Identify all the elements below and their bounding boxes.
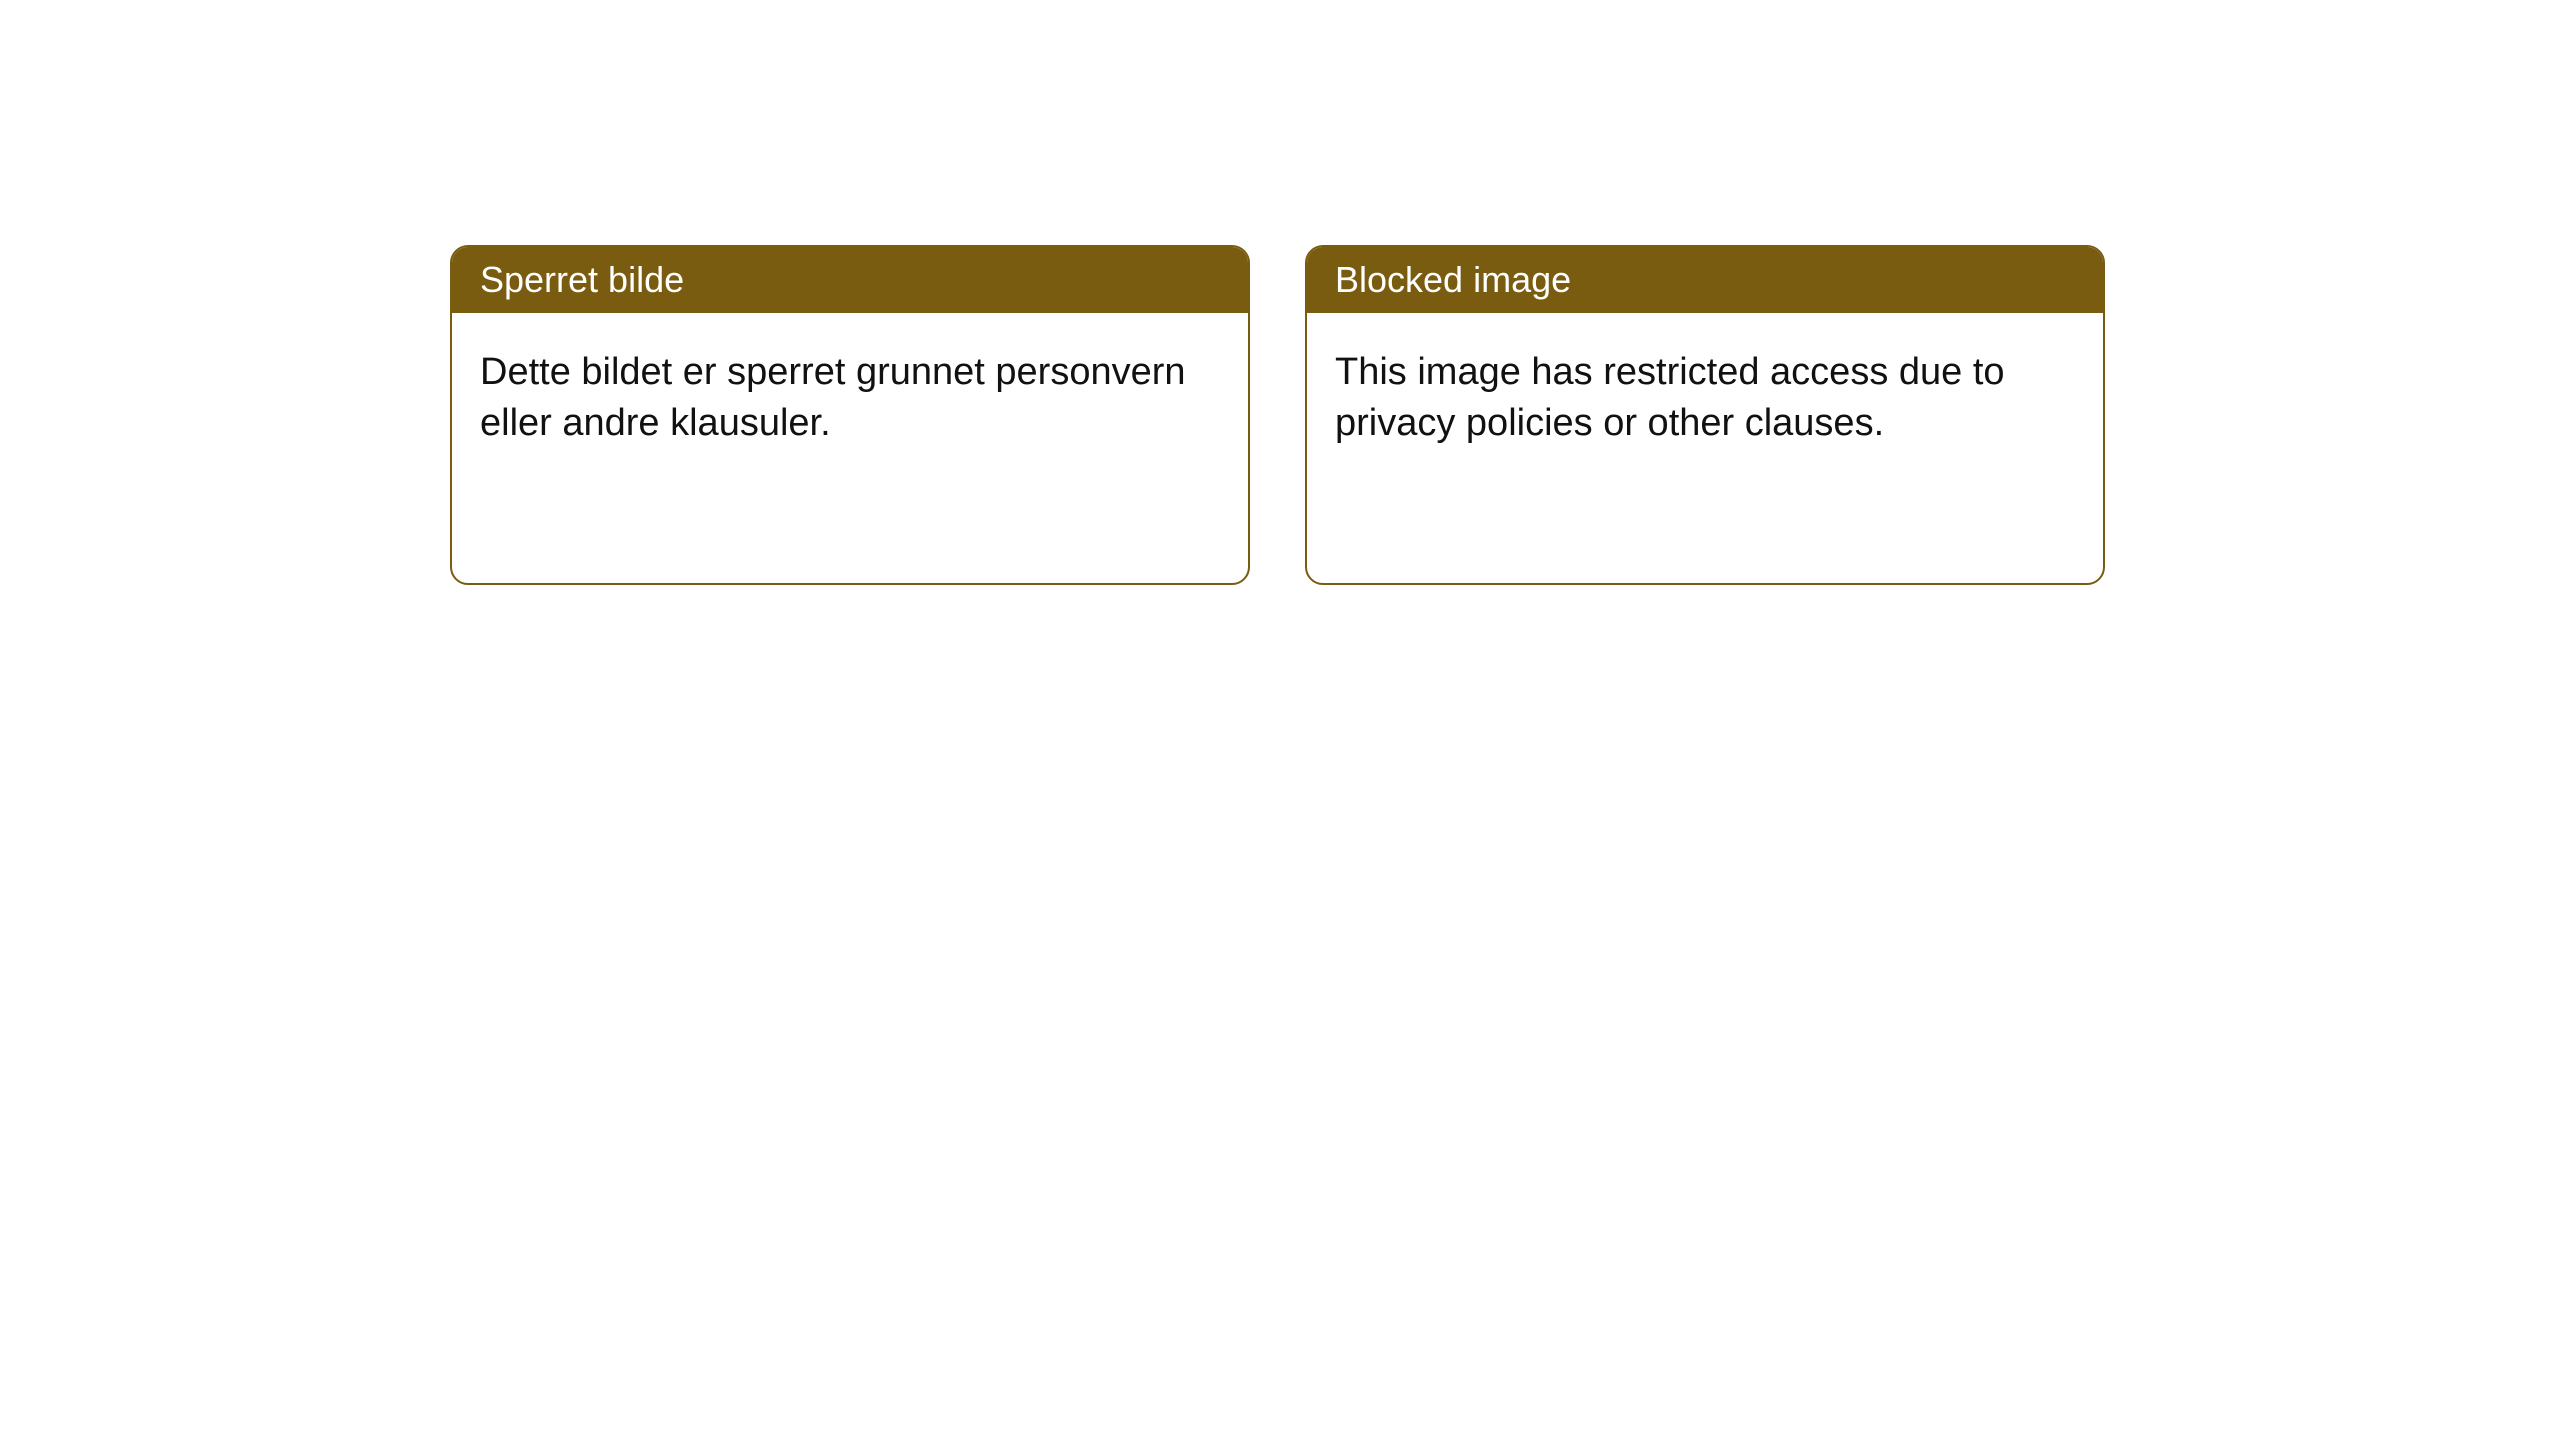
notice-card-norwegian: Sperret bilde Dette bildet er sperret gr… — [450, 245, 1250, 585]
card-title: Blocked image — [1335, 259, 1571, 300]
notice-card-english: Blocked image This image has restricted … — [1305, 245, 2105, 585]
notice-container: Sperret bilde Dette bildet er sperret gr… — [0, 0, 2560, 585]
card-title: Sperret bilde — [480, 259, 684, 300]
card-message: This image has restricted access due to … — [1335, 351, 2005, 444]
card-body-english: This image has restricted access due to … — [1307, 313, 2103, 583]
card-header-norwegian: Sperret bilde — [452, 247, 1248, 313]
card-body-norwegian: Dette bildet er sperret grunnet personve… — [452, 313, 1248, 583]
card-header-english: Blocked image — [1307, 247, 2103, 313]
card-message: Dette bildet er sperret grunnet personve… — [480, 351, 1186, 444]
